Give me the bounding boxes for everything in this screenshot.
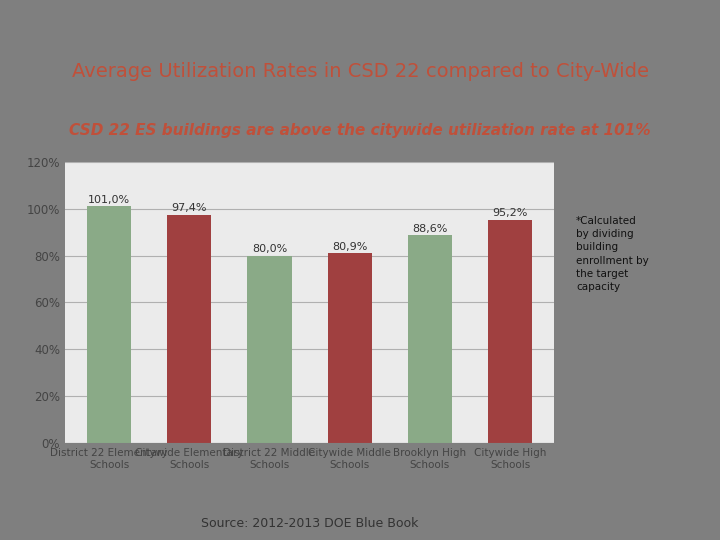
Text: *Calculated
by dividing
building
enrollment by
the target
capacity: *Calculated by dividing building enrollm…	[576, 216, 649, 292]
Bar	[167, 215, 212, 443]
Text: CSD 22 ES buildings are above the citywide utilization rate at 101%: CSD 22 ES buildings are above the citywi…	[69, 123, 651, 138]
Bar	[248, 255, 292, 443]
Bar	[408, 235, 452, 443]
Bar	[328, 253, 372, 443]
Text: 97,4%: 97,4%	[171, 203, 207, 213]
Bar	[488, 220, 532, 443]
Text: Source: 2012-2013 DOE Blue Book: Source: 2012-2013 DOE Blue Book	[201, 517, 418, 530]
Text: 80,0%: 80,0%	[252, 244, 287, 254]
Bar	[87, 206, 131, 443]
Text: 80,9%: 80,9%	[332, 241, 367, 252]
Text: 101,0%: 101,0%	[88, 194, 130, 205]
Text: 95,2%: 95,2%	[492, 208, 528, 218]
Text: Average Utilization Rates in CSD 22 compared to City-Wide: Average Utilization Rates in CSD 22 comp…	[71, 62, 649, 80]
Text: 88,6%: 88,6%	[413, 224, 448, 234]
